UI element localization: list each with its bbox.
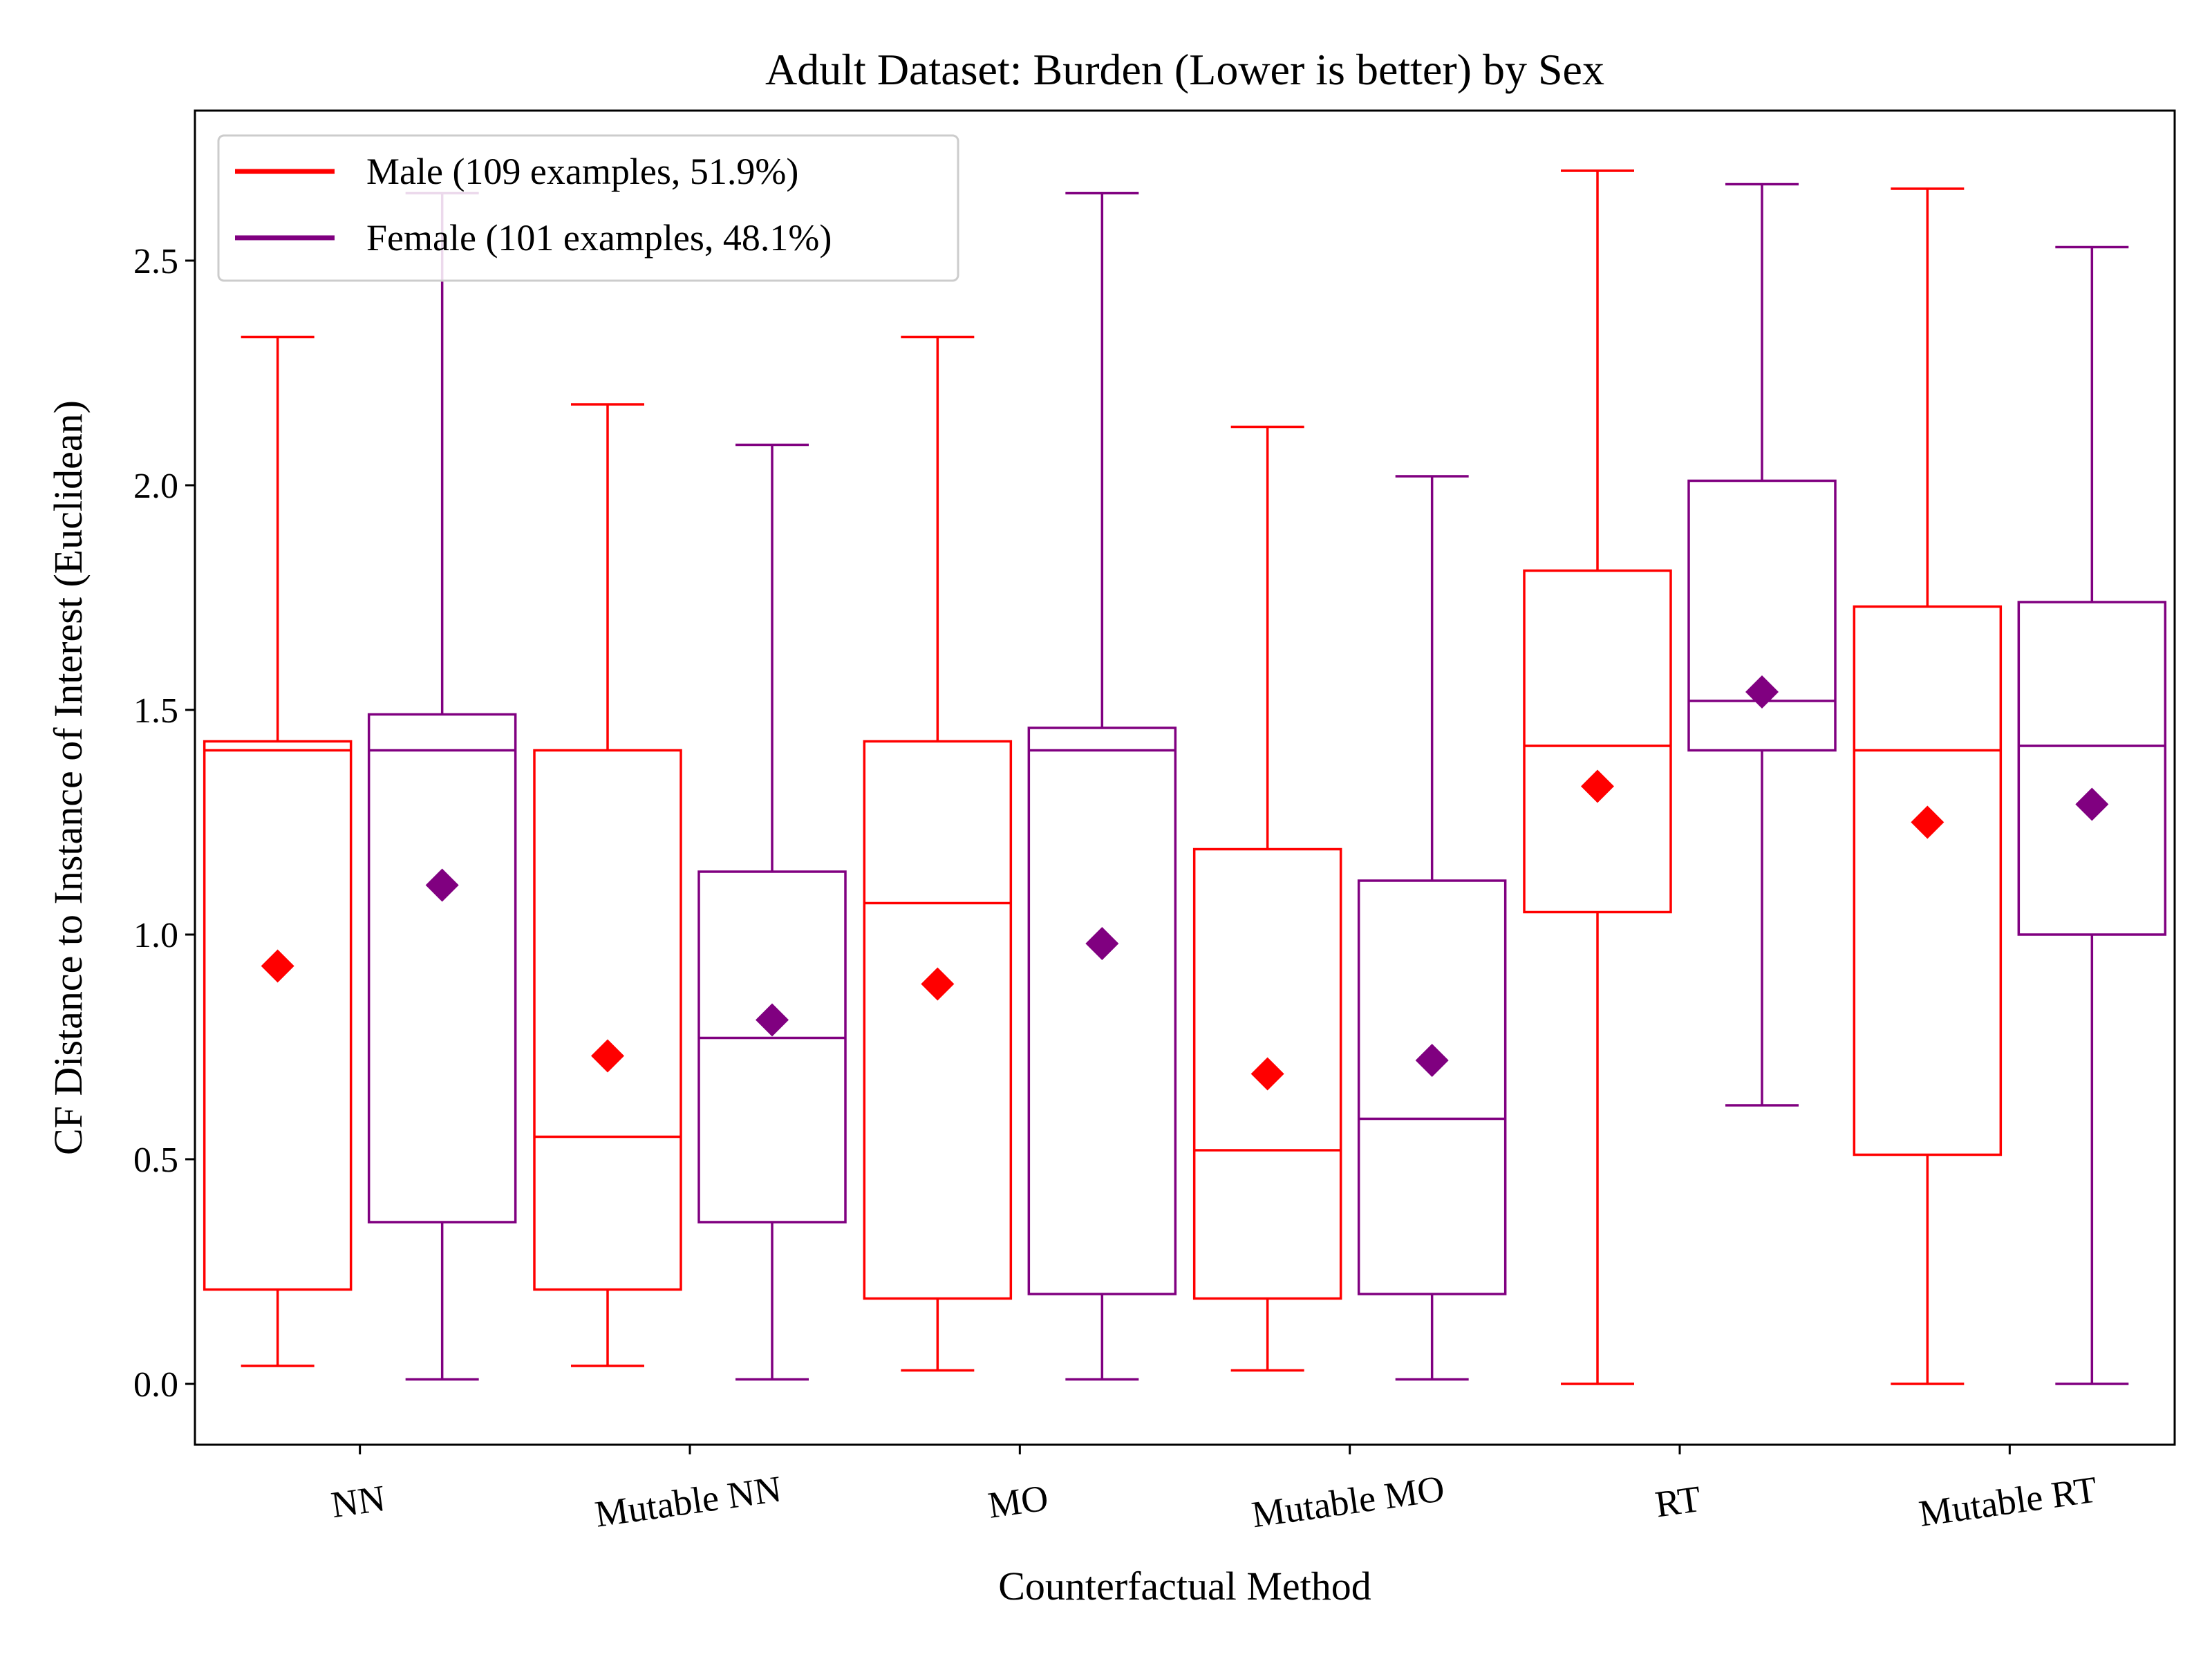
- mean-marker: [261, 949, 294, 983]
- plot-frame: [194, 109, 2176, 1446]
- box-1-3: [1357, 475, 1507, 1381]
- box-0-5: [1853, 187, 2003, 1385]
- box-1-5: [2017, 245, 2167, 1385]
- legend-label: Female (101 examples, 48.1%): [366, 217, 832, 259]
- mean-marker: [1250, 1057, 1284, 1091]
- x-tick-label: Mutable RT: [1916, 1468, 2099, 1534]
- mean-marker: [425, 868, 459, 902]
- box-0-3: [1192, 425, 1342, 1372]
- legend-box: [217, 134, 959, 282]
- chart-title: Adult Dataset: Burden (Lower is better) …: [765, 45, 1604, 94]
- mean-marker: [2075, 787, 2109, 821]
- x-tick-label: NN: [328, 1477, 388, 1526]
- box-0-2: [863, 335, 1013, 1372]
- mean-marker: [1911, 805, 1944, 839]
- box-iqr: [2017, 601, 2167, 936]
- x-tick-label: Mutable MO: [1249, 1468, 1447, 1535]
- y-tick-label: 1.0: [133, 916, 178, 955]
- box-iqr: [697, 870, 847, 1224]
- box-iqr: [203, 740, 353, 1291]
- y-tick-label: 2.0: [133, 467, 178, 506]
- box-1-0: [367, 191, 517, 1381]
- box-iqr: [1027, 727, 1177, 1295]
- box-0-4: [1523, 169, 1672, 1385]
- x-tick-label: RT: [1653, 1478, 1703, 1526]
- box-iqr: [1853, 605, 2003, 1156]
- y-axis-label: CF Distance to Instance of Interest (Euc…: [46, 400, 91, 1155]
- mean-marker: [591, 1039, 624, 1073]
- x-tick-label: MO: [986, 1477, 1051, 1526]
- mean-marker: [1085, 927, 1119, 960]
- box-iqr: [1687, 479, 1837, 752]
- mean-marker: [1745, 675, 1779, 709]
- y-tick-label: 2.5: [133, 242, 178, 281]
- box-iqr: [367, 713, 517, 1224]
- box-0-0: [203, 335, 353, 1367]
- x-tick-label: Mutable NN: [592, 1468, 784, 1535]
- box-iqr: [1523, 569, 1672, 914]
- box-iqr: [863, 740, 1013, 1300]
- box-1-1: [697, 443, 847, 1381]
- legend-label: Male (109 examples, 51.9%): [366, 151, 798, 192]
- y-tick-label: 0.0: [133, 1365, 178, 1405]
- y-tick-label: 1.5: [133, 691, 178, 731]
- mean-marker: [756, 1003, 789, 1037]
- mean-marker: [921, 967, 955, 1001]
- x-axis-label: Counterfactual Method: [998, 1564, 1371, 1609]
- y-tick-label: 0.5: [133, 1141, 178, 1180]
- box-iqr: [1357, 879, 1507, 1295]
- legend: Male (109 examples, 51.9%) Female (101 ex…: [217, 134, 959, 282]
- box-1-4: [1687, 182, 1837, 1107]
- box-iqr: [1192, 847, 1342, 1300]
- mean-marker: [1581, 769, 1614, 803]
- box-0-1: [533, 403, 682, 1367]
- box-iqr: [533, 749, 682, 1291]
- box-1-2: [1027, 191, 1177, 1381]
- mean-marker: [1415, 1044, 1449, 1077]
